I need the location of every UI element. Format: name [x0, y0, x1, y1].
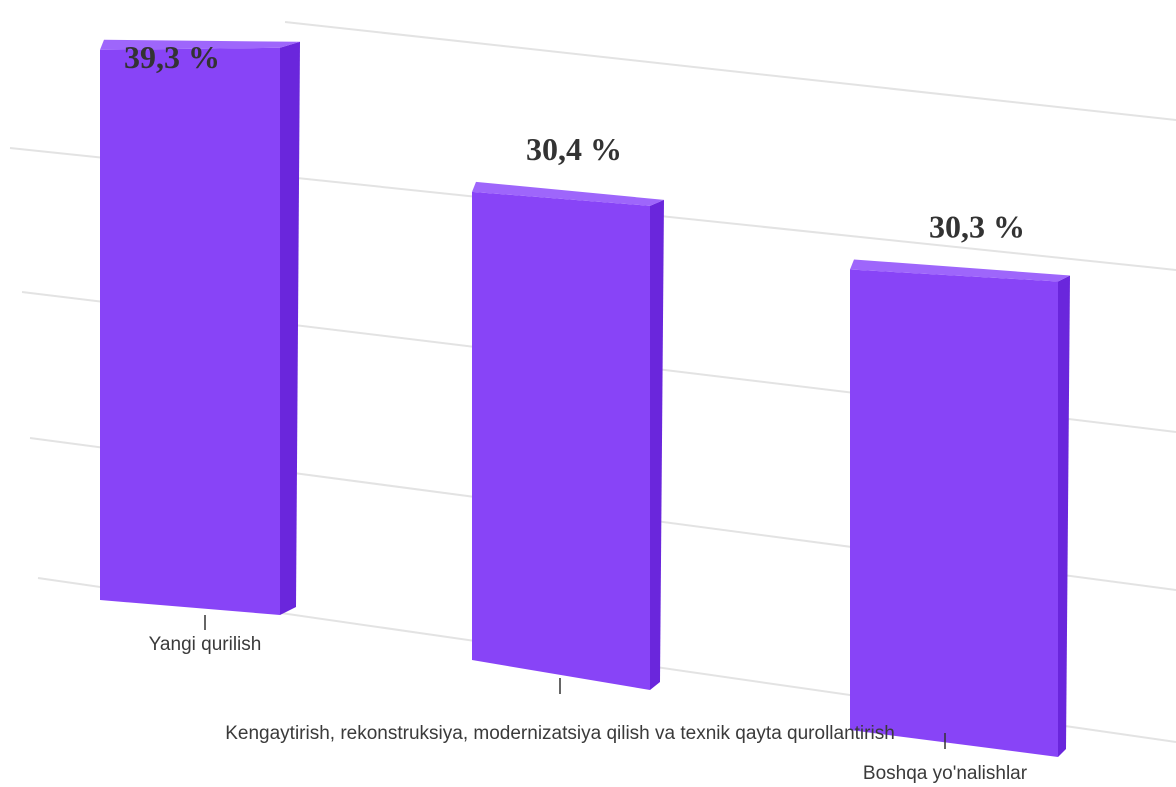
bar-2-top [850, 259, 1070, 282]
category-label-1: Kengaytirish, rekonstruksiya, modernizat… [225, 723, 895, 744]
bars [100, 39, 1070, 757]
data-label-0: 39,3 % [124, 39, 220, 75]
category-label-0: Yangi qurilish [149, 634, 262, 655]
data-label-1: 30,4 % [526, 131, 622, 167]
bar-2-front [850, 269, 1058, 757]
category-axis: Yangi qurilish Kengaytirish, rekonstruksi… [149, 615, 1028, 784]
bar-1-side [650, 199, 664, 690]
bar-0-front [100, 47, 280, 616]
bar-0-side [280, 41, 300, 616]
gridline-0 [284, 21, 1176, 121]
data-labels: 39,3 % 30,4 % 30,3 % [124, 39, 1025, 245]
data-label-2: 30,3 % [929, 208, 1025, 244]
bar-1-top [472, 181, 664, 206]
category-label-2: Boshqa yo'nalishlar [863, 763, 1028, 784]
bar-2-side [1058, 275, 1070, 757]
bar-0-top [100, 39, 300, 50]
bar-1-front [472, 191, 650, 690]
